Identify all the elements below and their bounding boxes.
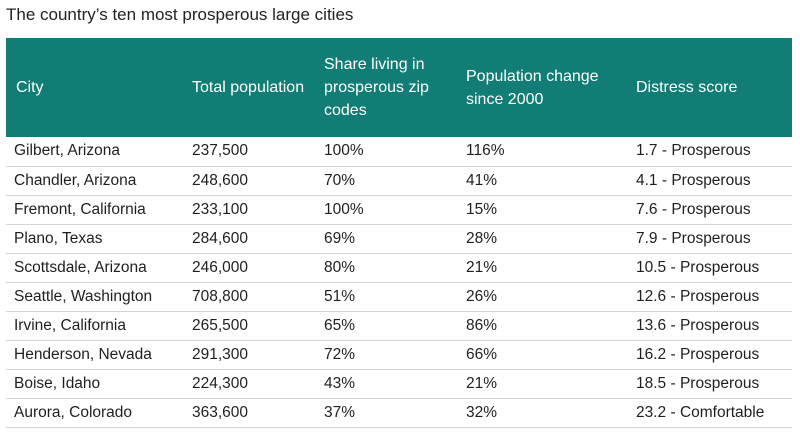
table-row: Henderson, Nevada 291,300 72% 66% 16.2 - Pro… [6,340,792,369]
header-row: City Total population Share living in pr… [6,38,792,137]
column-header-total-population: Total population [192,79,305,96]
city-cell: Plano, Texas [14,229,103,247]
share-prosperous-cell: 72% [324,345,356,363]
share-prosperous-cell: 70% [324,171,356,189]
population-change-cell: 15% [466,200,498,218]
share-prosperous-cell: 43% [324,374,356,392]
distress-score-cell: 10.5 - Prosperous [636,258,760,276]
city-cell: Scottsdale, Arizona [14,258,147,276]
table-row: Aurora, Colorado 363,600 37% 32% 23.2 - Comf… [6,398,792,427]
total-population-cell: 363,600 [192,403,249,421]
table-title: The country’s ten most prosperous large … [6,5,354,24]
total-population-cell: 265,500 [192,316,249,334]
total-population-cell: 708,800 [192,287,249,305]
city-cell: Gilbert, Arizona [14,142,120,160]
population-change-cell: 28% [466,229,498,247]
table-row: Irvine, California 265,500 65% 86% 13.6 - Pr… [6,311,792,340]
column-header-distress-score: Distress score [636,79,738,96]
total-population-cell: 237,500 [192,142,249,160]
distress-score-cell: 1.7 - Prosperous [636,142,751,160]
share-prosperous-cell: 80% [324,258,356,276]
total-population-cell: 224,300 [192,374,249,392]
total-population-cell: 284,600 [192,229,249,247]
cities-table: City Total population Share living in pr… [6,38,792,428]
population-change-cell: 66% [466,345,498,363]
column-header-population-change: Population change since 2000 [466,67,599,108]
table-row: Boise, Idaho 224,300 43% 21% 18.5 - Prospero… [6,369,792,398]
total-population-cell: 233,100 [192,200,249,218]
city-cell: Seattle, Washington [14,287,153,305]
distress-score-cell: 13.6 - Prosperous [636,316,760,334]
distress-score-cell: 16.2 - Prosperous [636,345,760,363]
table-row: Chandler, Arizona 248,600 70% 41% 4.1 - Pros… [6,166,792,195]
population-change-cell: 26% [466,287,498,305]
total-population-cell: 291,300 [192,345,249,363]
population-change-cell: 21% [466,374,498,392]
distress-score-cell: 7.6 - Prosperous [636,200,751,218]
table-row: Fremont, California 233,100 100% 15% 7.6 - P… [6,195,792,224]
table-body: Gilbert, Arizona 237,500 100% 116% 1.7 - Pro… [6,137,792,427]
population-change-cell: 21% [466,258,498,276]
population-change-cell: 32% [466,403,498,421]
table-row: Scottsdale, Arizona 246,000 80% 21% 10.5 - P… [6,253,792,282]
table-row: Seattle, Washington 708,800 51% 26% 12.6 - P… [6,282,792,311]
distress-score-cell: 18.5 - Prosperous [636,374,760,392]
distress-score-cell: 23.2 - Comfortable [636,403,765,421]
column-header-city: City [16,79,44,96]
total-population-cell: 248,600 [192,171,249,189]
column-header-share-prosperous: Share living in prosperous zip codes [324,56,429,119]
city-cell: Irvine, California [14,316,126,334]
table-row: Gilbert, Arizona 237,500 100% 116% 1.7 - Pro… [6,137,792,166]
share-prosperous-cell: 100% [324,142,364,160]
distress-score-cell: 4.1 - Prosperous [636,171,751,189]
share-prosperous-cell: 51% [324,287,356,305]
share-prosperous-cell: 69% [324,229,356,247]
share-prosperous-cell: 37% [324,403,356,421]
city-cell: Fremont, California [14,200,146,218]
distress-score-cell: 7.9 - Prosperous [636,229,751,247]
table-row: Plano, Texas 284,600 69% 28% 7.9 - Prosperou… [6,224,792,253]
city-cell: Aurora, Colorado [14,403,133,421]
share-prosperous-cell: 100% [324,200,364,218]
share-prosperous-cell: 65% [324,316,356,334]
city-cell: Henderson, Nevada [14,345,152,363]
city-cell: Boise, Idaho [14,374,101,392]
population-change-cell: 86% [466,316,498,334]
population-change-cell: 41% [466,171,498,189]
population-change-cell: 116% [466,142,505,160]
total-population-cell: 246,000 [192,258,249,276]
distress-score-cell: 12.6 - Prosperous [636,287,760,305]
city-cell: Chandler, Arizona [14,171,137,189]
